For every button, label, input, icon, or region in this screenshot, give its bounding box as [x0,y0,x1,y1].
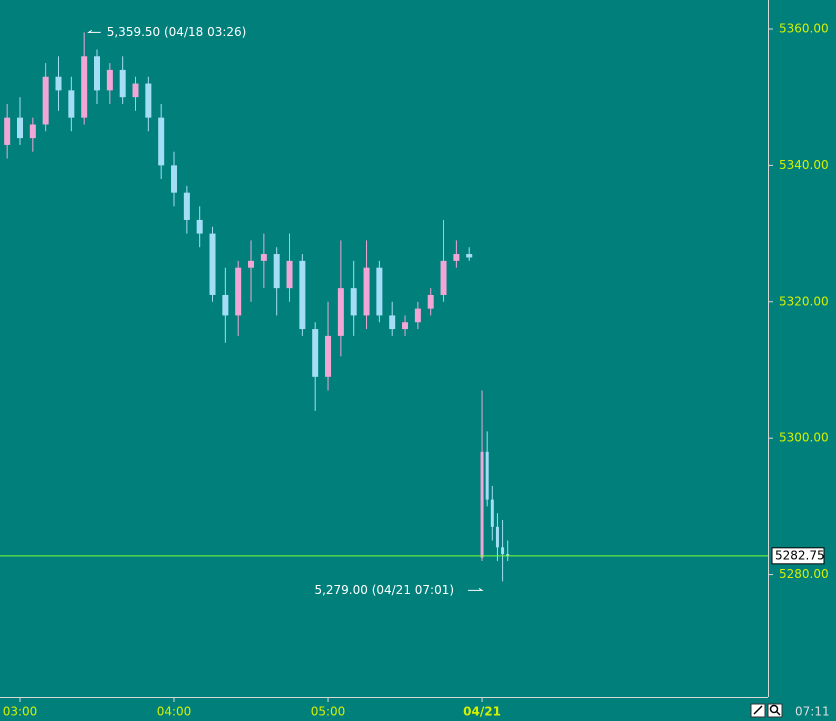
candle-body [235,267,242,316]
clock: 07:11 [795,705,830,719]
annotation: 5,279.00 (04/21 07:01) [314,583,454,597]
candle-body [350,288,357,316]
y-tick-label: 5360.00 [779,21,829,35]
candle-body [209,233,216,295]
y-tick-label: 5340.00 [779,158,829,172]
candle-body [145,83,152,118]
candle-body [402,322,409,330]
zoom-glyph [769,704,779,714]
candle-body [171,165,178,193]
candle-body [119,69,126,98]
candle-body [490,499,494,527]
candle-body [363,267,370,316]
candle-body [196,219,203,234]
candle-body [68,90,75,118]
draw-glyph [753,705,763,715]
candle-body [55,76,62,91]
candle-body [42,76,49,125]
candle-body [273,254,280,289]
y-tick-label: 5320.00 [779,294,829,308]
candle-body [501,547,505,555]
candle-body [29,124,36,139]
candle-body [325,335,332,377]
candle-body [106,69,113,91]
x-tick-label: 05:00 [311,705,346,719]
candle-body [414,308,421,323]
candle-body [453,254,460,261]
toolbar-icons[interactable] [750,703,783,718]
candle-body [183,192,190,220]
candle-body [480,451,484,558]
annotation-pointer [468,587,484,591]
candle-body [248,260,255,268]
candle-body [299,260,306,330]
candle-body [495,526,499,548]
candle-body [94,56,101,91]
candle-body [312,329,319,377]
candle-body [158,117,165,166]
x-tick-label: 03:00 [3,705,38,719]
candle-body [222,294,229,316]
candle-body [4,117,11,145]
candle-body [81,56,88,118]
candle-body [260,254,267,261]
y-tick-label: 5280.00 [779,567,829,581]
candle-body [440,260,447,295]
candle-body [506,554,510,556]
zoom-glyph-handle [775,710,781,716]
last-price-box [771,547,825,565]
candle-body [427,294,434,309]
candle-body [337,288,344,336]
annotation: 5,359.50 (04/18 03:26) [107,25,247,39]
candle-body [376,267,383,316]
x-tick-label: 04/21 [463,705,501,719]
candle-body [16,117,23,139]
candle-body [132,83,139,98]
candle-body [485,451,489,500]
candle-body [286,260,293,289]
y-tick-label: 5300.00 [779,431,829,445]
candle-body [466,254,473,258]
last-price-label: 5282.75 [775,548,825,562]
annotation-pointer [87,29,101,33]
x-tick-label: 04:00 [157,705,192,719]
candle-body [389,315,396,330]
